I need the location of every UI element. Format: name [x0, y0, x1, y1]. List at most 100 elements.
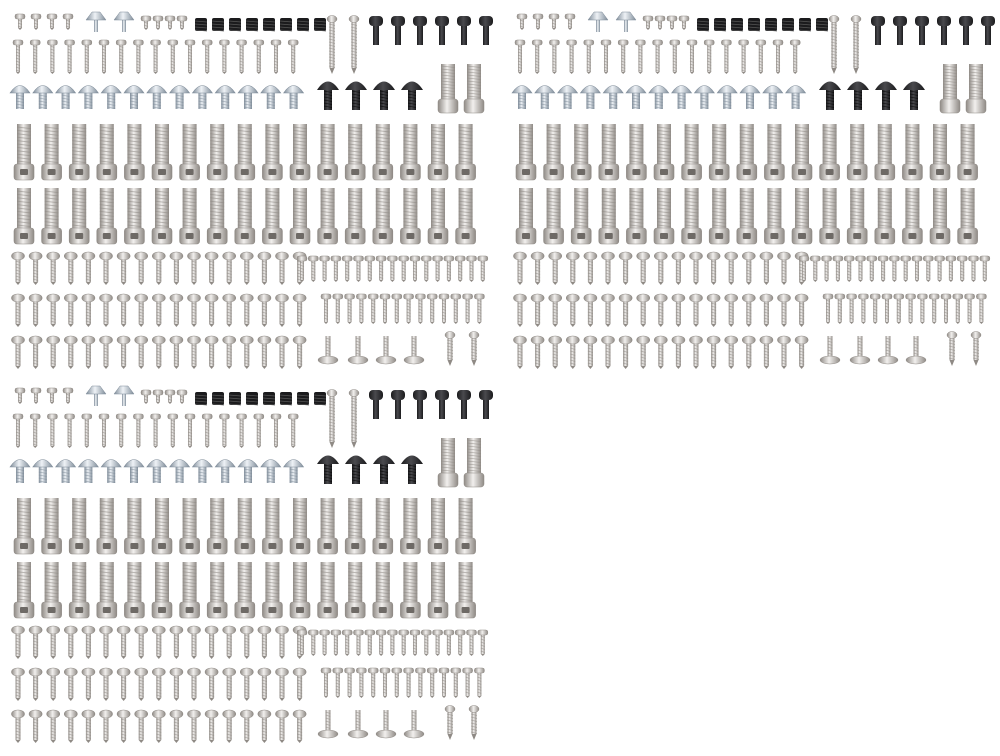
small-screw	[379, 667, 391, 698]
pan-head-screw	[99, 251, 113, 285]
small-screw	[330, 255, 342, 282]
pan-head-screw	[742, 293, 756, 327]
small-screw	[900, 255, 911, 282]
black-button-head-screw	[401, 455, 423, 484]
socket-cap-screw	[289, 124, 311, 181]
button-head-screw	[283, 459, 305, 483]
button-head-screw	[511, 85, 533, 109]
small-screw	[98, 413, 110, 448]
self-tapping-screw	[348, 389, 360, 448]
pan-head-screw	[275, 667, 289, 701]
small-screw	[296, 629, 308, 656]
socket-cap-screw	[13, 562, 35, 619]
small-screw	[353, 629, 364, 656]
black-cap-screw	[413, 16, 427, 45]
small-screw	[30, 387, 42, 404]
pan-head-screw	[134, 625, 148, 659]
small-screw	[652, 39, 663, 74]
small-screw	[30, 13, 42, 30]
button-head-screw	[260, 85, 282, 109]
button-head-screw	[100, 459, 122, 483]
pan-head-screw	[257, 293, 272, 327]
small-screw	[62, 387, 74, 404]
pan-head-screw	[134, 251, 148, 285]
pan-head-screw	[169, 625, 184, 659]
pan-head-screw	[152, 251, 166, 285]
small-screw	[46, 387, 58, 404]
socket-cap-screw	[846, 124, 868, 181]
black-set-screw	[747, 18, 761, 32]
small-screw	[47, 413, 58, 448]
small-screw	[140, 15, 152, 30]
small-screw	[62, 13, 74, 30]
socket-cap-screw	[96, 562, 118, 619]
small-screw	[367, 667, 379, 698]
socket-cap-screw	[626, 124, 647, 181]
small-screw	[115, 39, 127, 74]
button-head-screw	[579, 85, 601, 109]
button-head-screw	[648, 85, 670, 109]
small-screw	[721, 39, 732, 74]
pan-head-screw	[81, 667, 96, 701]
black-set-screw	[194, 18, 208, 32]
socket-cap-screw	[598, 124, 620, 181]
button-head-screw	[169, 459, 191, 483]
pan-head-screw	[292, 709, 307, 743]
washer-head-screw	[375, 710, 397, 739]
socket-cap-screw	[206, 124, 228, 181]
black-set-screw	[245, 392, 259, 406]
pan-head-screw	[601, 251, 615, 285]
button-head-screw	[77, 85, 99, 109]
pan-head-screw	[240, 335, 254, 369]
pan-head-screw	[257, 251, 272, 285]
small-screw	[356, 293, 367, 324]
button-head-screw	[625, 85, 647, 109]
pan-head-screw	[240, 251, 254, 285]
pan-head-screw	[583, 335, 598, 369]
pan-head-screw	[706, 293, 721, 327]
button-head-screw	[9, 459, 31, 483]
socket-cap-screw	[736, 188, 758, 245]
pan-head-screw	[759, 293, 774, 327]
small-screw	[319, 255, 330, 282]
washer-head-screw	[317, 336, 339, 365]
pan-head-screw	[116, 335, 131, 369]
small-screw	[308, 255, 319, 282]
small-screw	[911, 255, 923, 282]
black-set-screw	[815, 18, 829, 32]
small-screw	[184, 39, 196, 74]
small-screw	[843, 255, 855, 282]
small-screw	[12, 39, 24, 74]
socket-cap-screw	[570, 124, 592, 181]
pan-head-screw	[566, 335, 580, 369]
socket-cap-screw	[764, 124, 785, 181]
black-set-screw	[279, 18, 293, 32]
pan-head-screw	[28, 709, 43, 743]
socket-cap-screw	[179, 188, 200, 245]
small-screw	[421, 255, 432, 282]
small-screw	[450, 293, 462, 324]
pan-head-screw	[257, 335, 272, 369]
pan-head-screw	[292, 335, 307, 369]
pan-head-screw	[99, 625, 113, 659]
button-head-screw	[191, 85, 213, 109]
pan-head-screw	[240, 293, 254, 327]
socket-cap-screw	[234, 562, 256, 619]
small-screw	[642, 15, 654, 30]
small-screw	[421, 629, 432, 656]
small-screw	[617, 39, 629, 74]
pan-head-screw	[81, 625, 96, 659]
hex-socket-screw	[463, 64, 485, 114]
black-button-head-screw	[903, 81, 925, 110]
small-screw	[152, 15, 164, 30]
socket-cap-screw	[400, 188, 421, 245]
small-screw	[415, 293, 426, 324]
black-cap-screw	[413, 390, 427, 419]
pan-head-screw	[28, 335, 43, 369]
socket-cap-screw	[234, 124, 256, 181]
pan-head-screw	[152, 667, 166, 701]
self-tapping-screw	[348, 15, 360, 74]
pan-head-screw	[777, 293, 791, 327]
pan-head-screw	[548, 335, 563, 369]
pan-head-screw	[513, 335, 527, 369]
